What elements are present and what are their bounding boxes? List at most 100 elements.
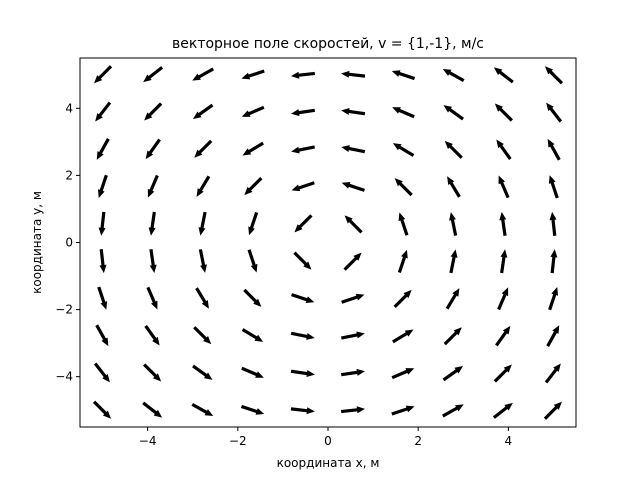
velocity-arrow — [548, 175, 559, 199]
velocity-arrow — [198, 249, 207, 273]
velocity-arrow — [97, 174, 108, 198]
velocity-arrow — [244, 176, 263, 196]
velocity-arrow — [543, 401, 562, 420]
y-tick-label: 2 — [65, 168, 73, 182]
y-axis: −4 −2 0 2 4 — [55, 101, 80, 384]
velocity-arrow — [198, 211, 207, 236]
y-tick-label: 4 — [65, 101, 73, 115]
velocity-arrow — [392, 107, 415, 119]
velocity-arrow — [449, 212, 458, 236]
velocity-arrow — [144, 102, 163, 121]
velocity-arrow — [547, 138, 561, 161]
velocity-arrow — [445, 288, 460, 310]
y-tick-label: 0 — [65, 236, 73, 250]
velocity-arrow — [550, 249, 558, 274]
velocity-arrow — [494, 103, 513, 122]
velocity-arrow — [240, 404, 265, 415]
velocity-arrow — [546, 102, 563, 123]
velocity-arrow — [146, 286, 158, 310]
velocity-arrow — [341, 70, 366, 78]
velocity-arrow — [291, 145, 316, 154]
velocity-arrow — [391, 368, 415, 380]
velocity-arrow — [248, 211, 259, 236]
velocity-arrow — [149, 249, 157, 274]
velocity-arrow — [92, 400, 112, 419]
x-tick-label: 4 — [505, 434, 513, 448]
velocity-arrow — [293, 251, 312, 270]
velocity-arrow — [143, 66, 164, 83]
arrow-layer — [92, 65, 564, 420]
x-axis: −4 −2 0 2 4 — [139, 427, 512, 448]
velocity-arrow — [241, 69, 265, 80]
velocity-arrow — [142, 401, 163, 418]
velocity-arrow — [193, 326, 212, 345]
velocity-arrow — [442, 365, 464, 382]
velocity-arrow — [392, 329, 414, 344]
velocity-arrow — [194, 139, 213, 158]
velocity-arrow — [147, 174, 159, 198]
velocity-arrow — [344, 215, 363, 234]
velocity-arrow — [340, 368, 365, 377]
velocity-arrow — [343, 252, 362, 271]
x-tick-label: 2 — [414, 434, 422, 448]
velocity-arrow — [492, 402, 513, 419]
velocity-arrow — [548, 287, 559, 311]
velocity-arrow — [94, 65, 113, 84]
velocity-arrow — [247, 249, 258, 273]
velocity-arrow — [549, 211, 557, 236]
velocity-arrow — [398, 212, 409, 236]
velocity-arrow — [145, 138, 161, 160]
velocity-arrow — [546, 325, 560, 347]
velocity-arrow — [294, 214, 313, 233]
y-axis-label: координата y, м — [30, 191, 44, 294]
velocity-arrow — [493, 364, 512, 383]
velocity-arrow — [192, 364, 213, 380]
velocity-arrow — [196, 175, 211, 197]
velocity-arrow — [497, 287, 509, 311]
velocity-arrow — [243, 288, 262, 307]
velocity-arrow — [341, 293, 365, 304]
velocity-arrow — [241, 328, 264, 342]
velocity-arrow — [495, 325, 511, 347]
velocity-arrow — [241, 366, 264, 378]
velocity-arrow — [443, 327, 462, 346]
velocity-arrow — [241, 105, 265, 117]
velocity-arrow — [98, 211, 106, 236]
velocity-arrow — [442, 404, 464, 418]
velocity-arrow — [242, 141, 264, 156]
velocity-arrow — [290, 369, 315, 377]
velocity-arrow — [95, 101, 112, 122]
velocity-arrow — [291, 293, 315, 304]
velocity-arrow — [498, 175, 510, 199]
x-tick-label: −4 — [139, 434, 157, 448]
velocity-arrow — [290, 407, 315, 415]
velocity-arrow — [500, 249, 508, 274]
velocity-arrow — [340, 406, 365, 414]
velocity-arrow — [544, 66, 564, 85]
velocity-arrow — [394, 178, 413, 197]
velocity-arrow — [393, 289, 412, 309]
velocity-arrow — [195, 287, 209, 309]
velocity-arrow — [391, 405, 415, 416]
velocity-arrow — [443, 105, 464, 121]
velocity-arrow — [148, 211, 156, 236]
velocity-arrow — [392, 143, 415, 157]
velocity-arrow — [449, 249, 458, 274]
velocity-arrow — [447, 176, 461, 198]
velocity-arrow — [291, 108, 316, 117]
velocity-arrow — [444, 140, 463, 159]
x-tick-label: 0 — [324, 434, 332, 448]
velocity-arrow — [291, 71, 316, 79]
velocity-arrow — [93, 362, 110, 383]
velocity-arrow — [496, 139, 512, 161]
velocity-arrow — [291, 181, 315, 192]
velocity-arrow — [442, 68, 465, 82]
velocity-arrow — [99, 249, 107, 274]
velocity-arrow — [340, 331, 365, 340]
velocity-arrow — [341, 181, 365, 192]
velocity-arrow — [341, 145, 366, 154]
velocity-arrow — [192, 67, 214, 81]
y-tick-label: −2 — [55, 303, 73, 317]
velocity-arrow — [290, 331, 315, 340]
